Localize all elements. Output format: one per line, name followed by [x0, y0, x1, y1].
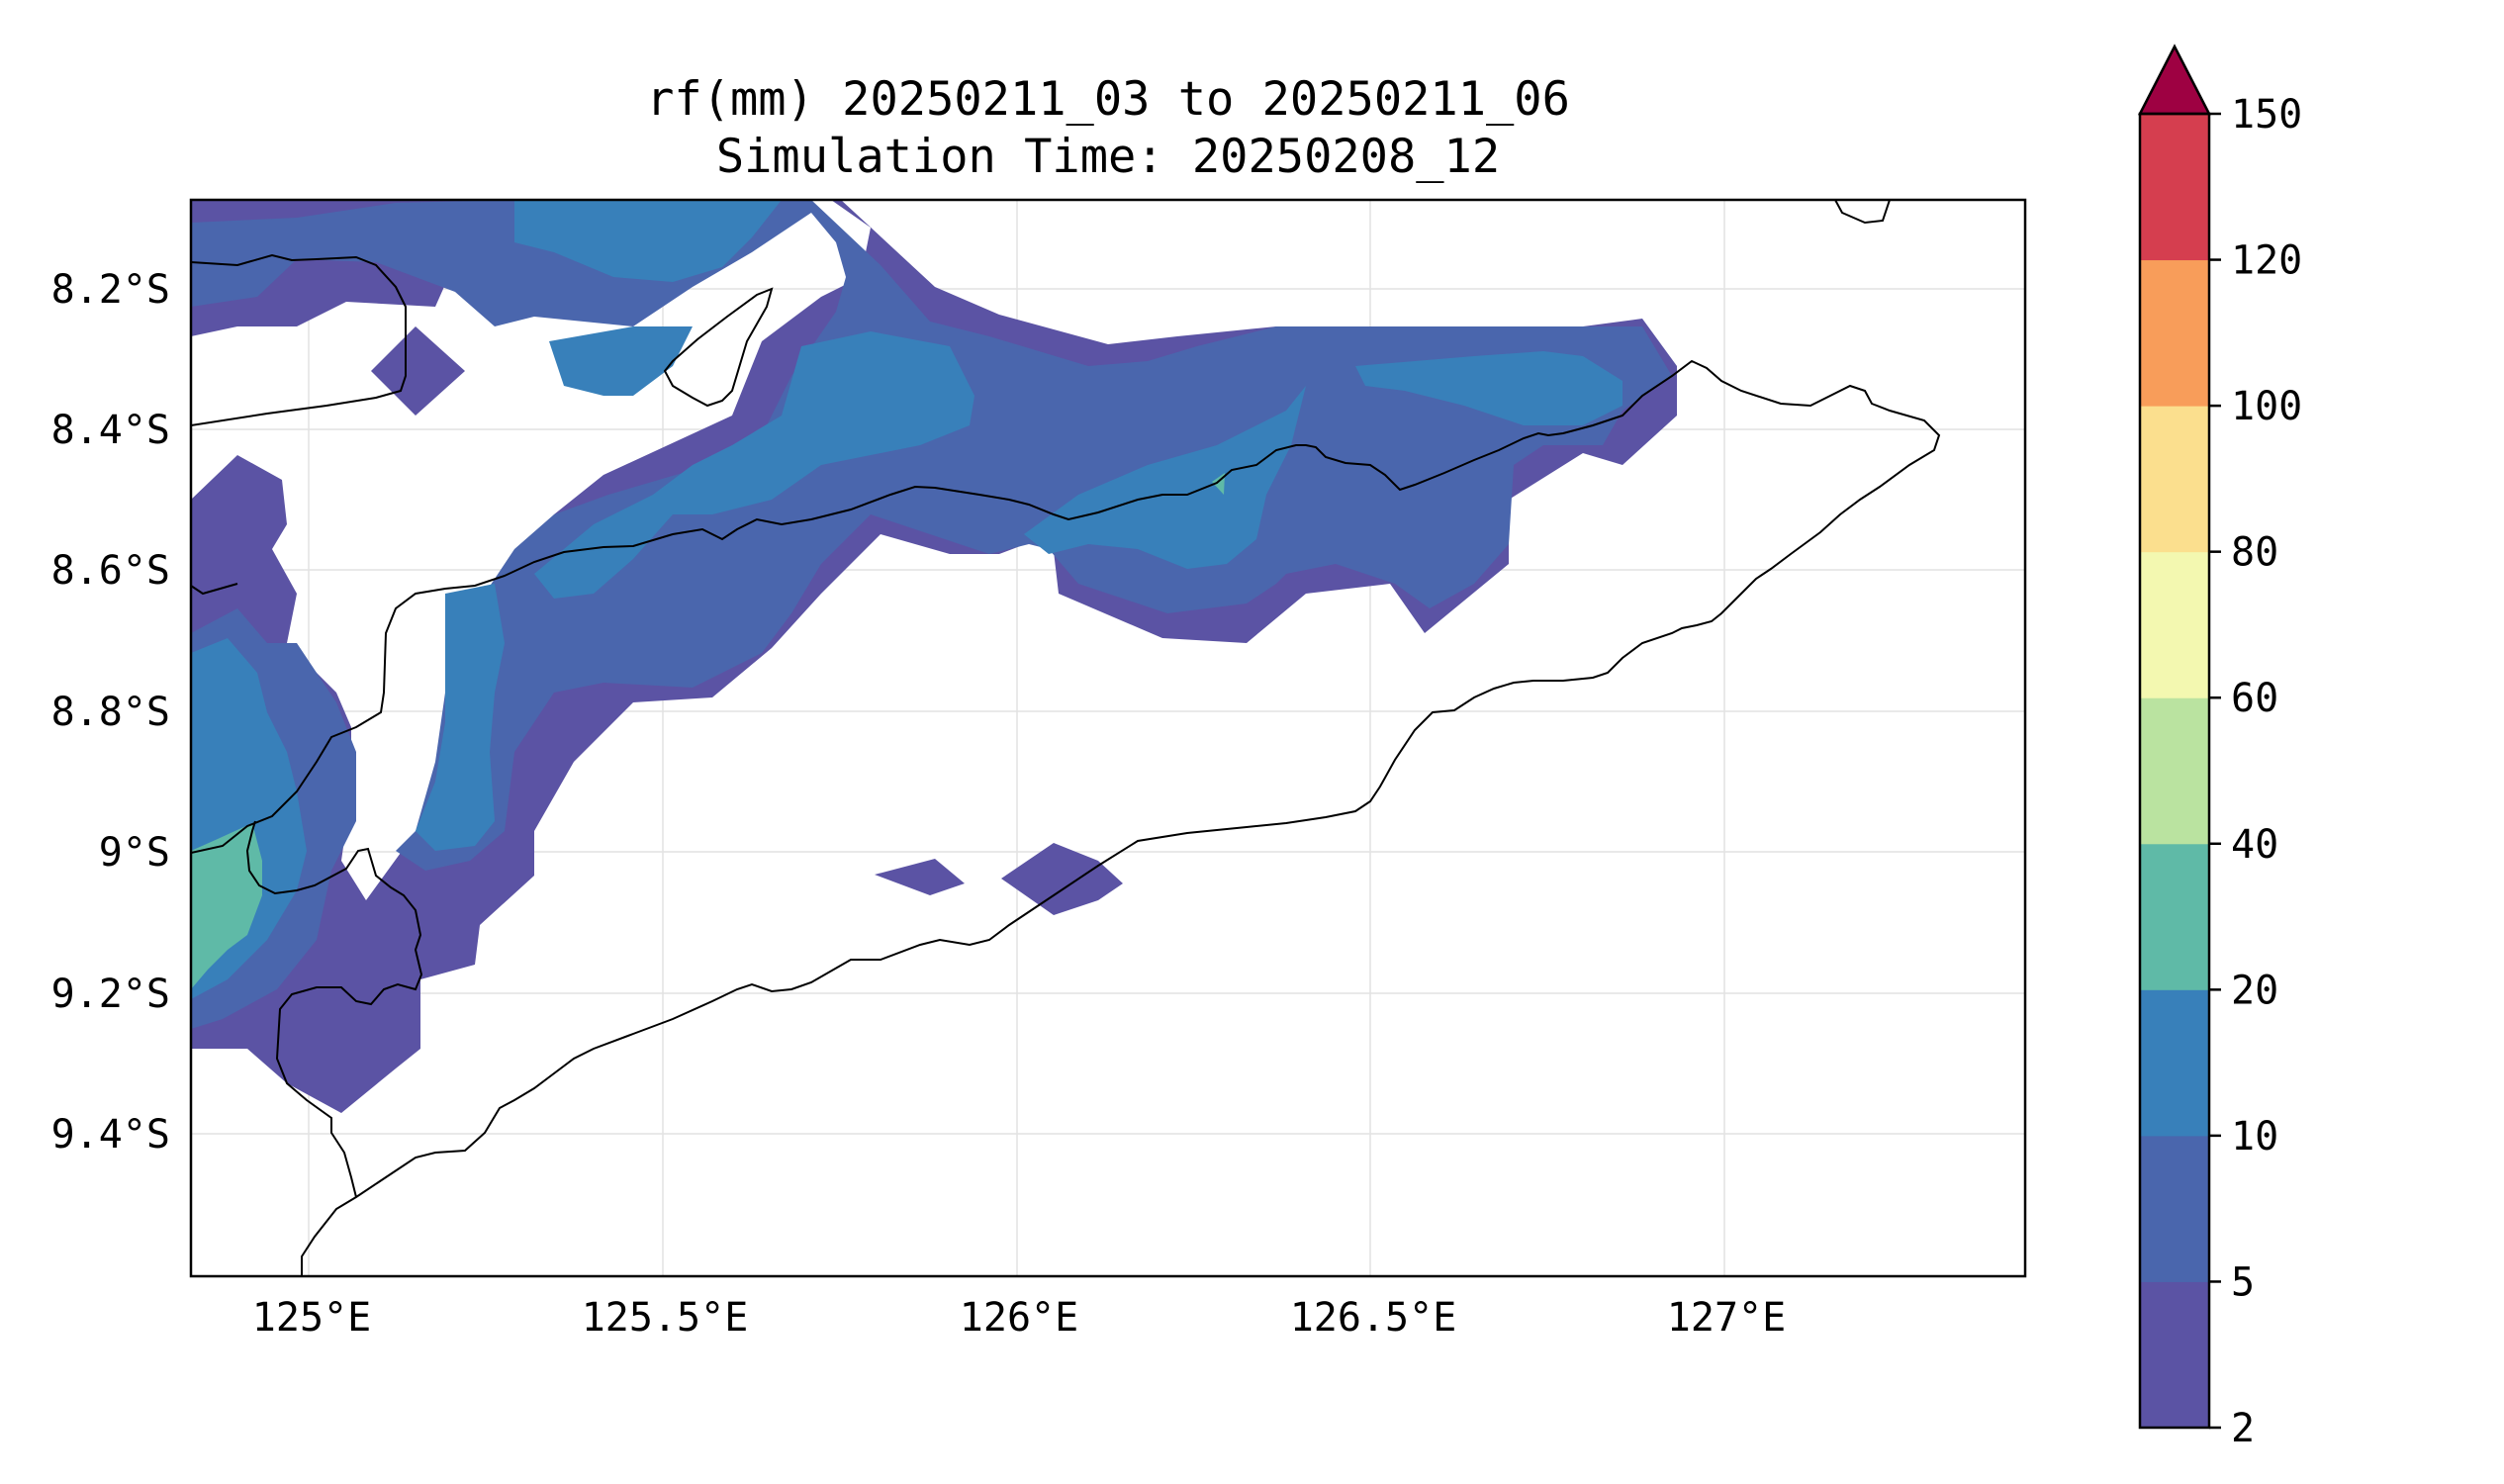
x-tick-label: 126.5°E	[1290, 1295, 1457, 1341]
colorbar-tick-label: 20	[2231, 968, 2278, 1013]
colorbar-segment	[2140, 114, 2209, 261]
y-tick-label: 9.4°S	[51, 1112, 170, 1158]
map-panel	[189, 198, 2027, 1278]
colorbar-tick-label: 150	[2231, 92, 2302, 138]
colorbar-frame	[2138, 112, 2211, 1430]
x-tick-label: 125.5°E	[582, 1295, 749, 1341]
colorbar-tick-label: 120	[2231, 238, 2302, 284]
colorbar-segment	[2140, 551, 2209, 698]
colorbar-segment	[2140, 1135, 2209, 1282]
colorbar-tick-label: 5	[2231, 1259, 2255, 1305]
rainfall-band-10-20	[191, 200, 1623, 999]
y-tick-label: 8.6°S	[51, 548, 170, 594]
colorbar-tick-label: 40	[2231, 822, 2278, 868]
colorbar-tick-label: 2	[2231, 1406, 2255, 1451]
colorbar-segment	[2140, 406, 2209, 553]
y-tick-label: 9°S	[99, 830, 170, 876]
y-tick-label: 9.2°S	[51, 972, 170, 1017]
y-tick-label: 8.4°S	[51, 408, 170, 453]
map-title-line2: Simulation Time: 20250208_12	[716, 130, 1500, 184]
y-tick-label: 8.2°S	[51, 267, 170, 313]
y-tick-label: 8.8°S	[51, 690, 170, 735]
x-axis-ticks: 125°E 125.5°E 126°E 126.5°E 127°E	[252, 1295, 1786, 1341]
map-title-line1: rf(mm) 20250211_03 to 20250211_06	[646, 72, 1570, 127]
x-tick-label: 125°E	[252, 1295, 371, 1341]
coastlines	[191, 200, 1941, 1276]
colorbar-segment	[2140, 697, 2209, 845]
colorbar-extend-arrow	[2137, 44, 2212, 116]
colorbar-segment	[2140, 259, 2209, 407]
colorbar-segment	[2140, 1281, 2209, 1429]
y-axis-ticks: 8.2°S 8.4°S 8.6°S 8.8°S 9°S 9.2°S 9.4°S	[51, 267, 170, 1158]
colorbar-tick-label: 80	[2231, 530, 2278, 576]
x-tick-label: 126°E	[960, 1295, 1078, 1341]
rainfall-band-5-10	[191, 200, 1672, 1029]
colorbar-segment	[2140, 843, 2209, 990]
colorbar-segment	[2140, 989, 2209, 1137]
colorbar: 2 5 10 20 40 60 80 100 120 150	[2137, 44, 2302, 1451]
colorbar-tick-label: 100	[2231, 384, 2302, 429]
colorbar-tick-label: 60	[2231, 676, 2278, 721]
colorbar-tick-label: 10	[2231, 1114, 2278, 1159]
x-tick-label: 127°E	[1667, 1295, 1786, 1341]
map-frame	[189, 198, 2027, 1278]
